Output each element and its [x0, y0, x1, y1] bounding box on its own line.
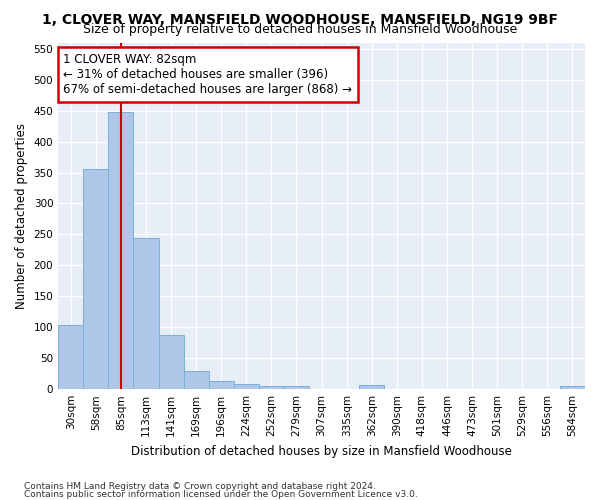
Bar	[133, 238, 158, 389]
Bar	[259, 386, 284, 389]
Text: 1 CLOVER WAY: 82sqm
← 31% of detached houses are smaller (396)
67% of semi-detac: 1 CLOVER WAY: 82sqm ← 31% of detached ho…	[64, 53, 352, 96]
Bar	[184, 370, 209, 389]
Bar	[359, 386, 385, 389]
Bar	[560, 386, 585, 389]
Text: Contains HM Land Registry data © Crown copyright and database right 2024.: Contains HM Land Registry data © Crown c…	[24, 482, 376, 491]
Bar	[234, 384, 259, 389]
Bar	[209, 381, 234, 389]
X-axis label: Distribution of detached houses by size in Mansfield Woodhouse: Distribution of detached houses by size …	[131, 444, 512, 458]
Text: Contains public sector information licensed under the Open Government Licence v3: Contains public sector information licen…	[24, 490, 418, 499]
Bar	[58, 326, 83, 389]
Text: Size of property relative to detached houses in Mansfield Woodhouse: Size of property relative to detached ho…	[83, 22, 517, 36]
Y-axis label: Number of detached properties: Number of detached properties	[15, 123, 28, 309]
Bar	[83, 169, 109, 389]
Bar	[158, 334, 184, 389]
Text: 1, CLOVER WAY, MANSFIELD WOODHOUSE, MANSFIELD, NG19 9BF: 1, CLOVER WAY, MANSFIELD WOODHOUSE, MANS…	[42, 12, 558, 26]
Bar	[284, 386, 309, 389]
Bar	[109, 112, 133, 389]
